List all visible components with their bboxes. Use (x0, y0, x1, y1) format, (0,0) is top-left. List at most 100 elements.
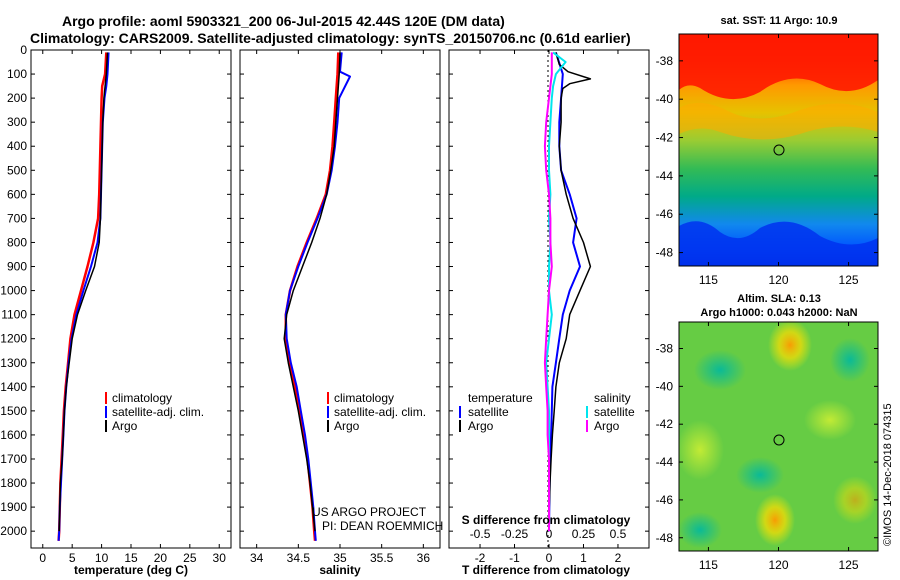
lon-tick-label: 125 (839, 273, 859, 287)
legend-label-satellite: satellite-adj. clim. (334, 405, 426, 419)
lat-tick-label: -44 (656, 169, 674, 183)
series-line-salinity-argo (543, 52, 553, 532)
y-tick-label: 1900 (0, 500, 27, 514)
y-tick-label: 700 (7, 211, 27, 225)
y-tick-label: 1200 (0, 332, 27, 346)
legend-label-satellite: satellite-adj. clim. (112, 405, 204, 419)
difference-legend: temperature satellite Argo salinity sate… (459, 391, 635, 433)
lon-tick-label: 120 (768, 558, 788, 572)
lon-tick-label: 115 (699, 558, 718, 572)
sla-low-anomaly (679, 512, 722, 548)
y-tick-label: 800 (7, 235, 27, 249)
legend-label-argo: Argo (112, 419, 138, 433)
x-tick-label: 15 (124, 551, 138, 565)
lat-tick-label: -46 (656, 493, 674, 507)
secondary-x-tick-label: 0 (546, 527, 553, 541)
temperature-chart: 0100200300400500600700800900100011001200… (0, 43, 231, 565)
lat-tick-label: -44 (656, 455, 674, 469)
y-tick-label: 200 (7, 91, 27, 105)
salinity-legend: climatology satellite-adj. clim. Argo (327, 391, 426, 433)
sla-map-title2: Argo h1000: 0.043 h2000: NaN (700, 307, 857, 319)
legend-label-temp-satellite: satellite (468, 405, 509, 419)
x-tick-label: 34 (250, 551, 264, 565)
legend-title-temperature: temperature (468, 391, 533, 405)
series-group (543, 51, 592, 532)
sla-high-anomaly (833, 476, 877, 524)
series-group (283, 52, 351, 541)
y-tick-label: 900 (7, 260, 27, 274)
secondary-x-tick-label: 0.25 (572, 527, 596, 541)
sla-map-title1: Altim. SLA: 0.13 (737, 293, 821, 305)
sla-low-anomaly (736, 457, 784, 493)
y-tick-label: 2000 (0, 524, 27, 538)
lon-tick-label: 125 (839, 558, 859, 572)
legend-label-sal-argo: Argo (594, 419, 620, 433)
lat-tick-label: -38 (656, 54, 674, 68)
sst-warm-region (679, 34, 878, 100)
legend-label-climatology: climatology (334, 391, 394, 405)
x-tick-label: 20 (154, 551, 168, 565)
lat-tick-label: -48 (656, 531, 674, 545)
sst-map-title: sat. SST: 11 Argo: 10.9 (721, 15, 838, 27)
title-line2: Climatology: CARS2009. Satellite-adjuste… (30, 30, 631, 46)
sla-map (678, 319, 879, 552)
imos-stamp: ©IMOS 14-Dec-2018 074315 (882, 403, 894, 546)
x-tick-label: 35 (333, 551, 347, 565)
secondary-x-tick-label: -0.25 (501, 527, 529, 541)
difference-xlabel: T difference from climatology (462, 563, 630, 577)
x-tick-label: -2 (475, 551, 486, 565)
sst-front-region (679, 102, 878, 140)
lat-tick-label: -38 (656, 341, 674, 355)
salinity-panel-frame (239, 49, 441, 549)
y-tick-label: 1100 (1, 308, 27, 322)
sla-high-anomaly (755, 494, 795, 546)
series-line-satellite-adj-clim- (284, 52, 351, 541)
y-tick-label: 1400 (0, 380, 27, 394)
x-tick-label: -1 (509, 551, 520, 565)
sst-cold-region (679, 221, 878, 266)
y-tick-label: 1800 (0, 476, 27, 490)
lat-tick-label: -48 (656, 246, 674, 260)
y-tick-label: 300 (7, 115, 27, 129)
temperature-legend: climatology satellite-adj. clim. Argo (105, 391, 204, 433)
y-tick-label: 400 (7, 139, 27, 153)
lat-tick-label: -40 (656, 92, 674, 106)
sla-moderate-anomaly (679, 420, 724, 480)
y-tick-label: 100 (7, 67, 27, 81)
secondary-x-tick-label: -0.5 (470, 527, 491, 541)
series-line-argo (58, 52, 109, 532)
salinity-chart: 34 34.5 35 35.5 36 (240, 49, 440, 565)
legend-label-sal-satellite: satellite (594, 405, 635, 419)
series-line-argo (283, 52, 341, 532)
y-tick-label: 600 (7, 187, 27, 201)
x-tick-label: 5 (69, 551, 76, 565)
x-tick-label: 36 (417, 551, 431, 565)
x-tick-label: 25 (183, 551, 197, 565)
x-tick-label: 34.5 (287, 551, 311, 565)
y-tick-label: 1500 (0, 404, 27, 418)
series-line-temperature-argo (548, 52, 592, 532)
temperature-xlabel: temperature (deg C) (74, 563, 188, 577)
lon-tick-label: 120 (768, 273, 788, 287)
y-tick-label: 1000 (0, 284, 27, 298)
difference-secondary-xlabel: S difference from climatology (462, 513, 631, 527)
salinity-xlabel: salinity (319, 563, 361, 577)
x-tick-label: 30 (213, 551, 227, 565)
y-tick-label: 1700 (0, 452, 27, 466)
legend-label-climatology: climatology (112, 391, 172, 405)
lat-tick-label: -42 (656, 417, 674, 431)
x-tick-label: 2 (615, 551, 622, 565)
sst-map (678, 33, 879, 267)
sla-low-anomaly (830, 338, 870, 382)
secondary-x-tick-label: 0.5 (610, 527, 627, 541)
lat-tick-label: -42 (656, 131, 674, 145)
legend-label-argo: Argo (334, 419, 360, 433)
series-line-climatology (284, 52, 340, 541)
y-tick-label: 1600 (0, 428, 27, 442)
sla-low-anomaly (694, 350, 746, 390)
credit-pi: PI: DEAN ROEMMICH (322, 519, 443, 533)
lat-tick-label: -40 (656, 379, 674, 393)
sla-high-anomaly (768, 319, 812, 371)
sla-moderate-anomaly (804, 400, 856, 440)
